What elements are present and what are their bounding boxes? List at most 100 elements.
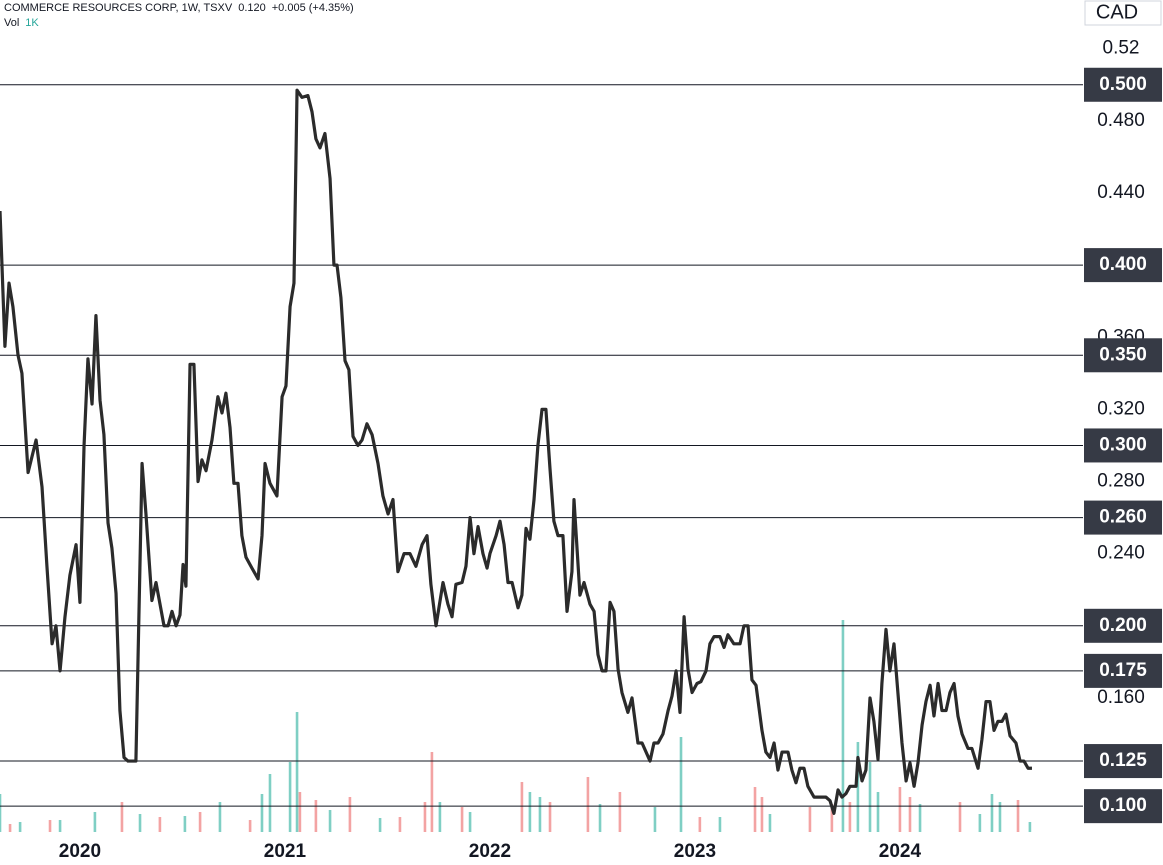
- y-tick-label: 0.440: [1097, 182, 1145, 203]
- x-tick-label: 2022: [469, 841, 511, 862]
- x-tick-label: 2024: [879, 841, 922, 862]
- level-label: 0.500: [1099, 74, 1147, 95]
- volume-bar: [598, 804, 602, 832]
- volume-bar: [528, 792, 532, 832]
- y-tick-label: 0.280: [1097, 471, 1145, 492]
- volume-value: 1K: [25, 17, 39, 29]
- currency: CAD: [1096, 1, 1138, 23]
- level-label: 0.175: [1099, 660, 1147, 681]
- volume-bar: [260, 794, 264, 832]
- volume-label: Vol: [4, 17, 20, 29]
- volume-bar: [438, 802, 442, 832]
- volume-bar: [586, 777, 590, 832]
- volume-bar: [918, 804, 922, 832]
- volume-bar: [288, 762, 292, 832]
- volume-bar: [468, 812, 472, 832]
- volume-bar: [868, 762, 872, 832]
- volume-bar: [548, 802, 552, 832]
- volume-bar: [0, 794, 2, 832]
- y-tick-label: 0.320: [1097, 398, 1145, 419]
- level-box: [1084, 789, 1162, 824]
- volume-bar: [430, 752, 434, 832]
- level-box: [1084, 608, 1162, 643]
- volume-bar: [158, 817, 162, 832]
- volume-bar: [58, 820, 62, 832]
- volume-bar: [848, 802, 852, 832]
- volume-bar: [198, 812, 202, 832]
- level-label: 0.260: [1099, 507, 1147, 528]
- volume-bar: [760, 797, 764, 832]
- volume-bar: [998, 802, 1002, 832]
- y-tick-label: 0.160: [1097, 687, 1145, 708]
- level-box: [1084, 338, 1162, 373]
- volume-bar: [398, 817, 402, 832]
- volume-bar: [841, 620, 845, 832]
- volume-bar: [183, 816, 187, 832]
- volume-bar: [378, 818, 382, 832]
- volume-bar: [538, 797, 542, 832]
- x-tick-label: 2021: [264, 841, 307, 862]
- volume-bar: [698, 817, 702, 832]
- level-box: [1084, 67, 1162, 102]
- symbol-row: COMMERCE RESOURCES CORP, 1W, TSXV 0.120 +0…: [4, 1, 360, 16]
- level-label: 0.300: [1099, 434, 1147, 455]
- volume-bar: [460, 807, 464, 832]
- volume-bar: [248, 820, 252, 832]
- volume-bar: [314, 800, 318, 832]
- volume-bar: [830, 804, 834, 832]
- volume-bar: [718, 817, 722, 832]
- volume-bar: [679, 737, 683, 832]
- symbol: COMMERCE RESOURCES CORP, 1W, TSXV: [4, 2, 233, 14]
- volume-bar: [898, 787, 902, 832]
- volume-bar: [808, 807, 812, 832]
- volume-bar: [298, 792, 302, 832]
- level-label: 0.200: [1099, 615, 1147, 636]
- price-line: [0, 88, 1032, 815]
- y-tick-label: 0.480: [1097, 110, 1145, 131]
- volume-bar: [856, 742, 860, 832]
- level-box: [1084, 428, 1162, 463]
- volume-bar: [328, 810, 332, 832]
- volume-bar: [520, 782, 524, 832]
- volume-bar: [48, 820, 52, 832]
- last-price: 0.120: [238, 2, 266, 14]
- volume-row: Vol 1K: [4, 16, 360, 31]
- level-label: 0.100: [1099, 795, 1147, 816]
- volume-bar: [768, 814, 772, 832]
- level-box: [1084, 744, 1162, 779]
- volume-bar: [753, 787, 757, 832]
- volume-bar: [93, 812, 97, 832]
- volume-bar: [8, 824, 12, 832]
- y-tick-label: 0.240: [1097, 543, 1145, 564]
- level-box: [1084, 653, 1162, 688]
- volume-bar: [618, 792, 622, 832]
- volume-bar: [876, 792, 880, 832]
- legend: COMMERCE RESOURCES CORP, 1W, TSXV 0.120 +0…: [4, 1, 360, 31]
- volume-bar: [120, 802, 124, 832]
- volume-bar: [218, 802, 222, 832]
- change: +0.005 (+4.35%): [271, 2, 354, 14]
- x-tick-label: 2023: [674, 841, 716, 862]
- level-box: [1084, 500, 1162, 535]
- volume-bar: [295, 712, 299, 832]
- volume-bar: [423, 802, 427, 832]
- volume-bar: [958, 802, 962, 832]
- volume-bar: [18, 822, 22, 832]
- level-box: [1084, 248, 1162, 283]
- volume-bar: [1016, 800, 1020, 832]
- volume-bar: [1028, 822, 1032, 832]
- volume-bar: [978, 814, 982, 832]
- volume-bar: [990, 794, 994, 832]
- level-label: 0.350: [1099, 344, 1147, 365]
- level-label: 0.400: [1099, 254, 1147, 275]
- y-tick-label: 0.52: [1103, 38, 1140, 59]
- x-tick-label: 2020: [59, 841, 101, 862]
- level-label: 0.125: [1099, 750, 1147, 771]
- volume-bar: [348, 797, 352, 832]
- volume-bar: [908, 797, 912, 832]
- volume-bar: [653, 807, 657, 832]
- currency-box: [1084, 0, 1162, 26]
- volume-bar: [268, 774, 272, 832]
